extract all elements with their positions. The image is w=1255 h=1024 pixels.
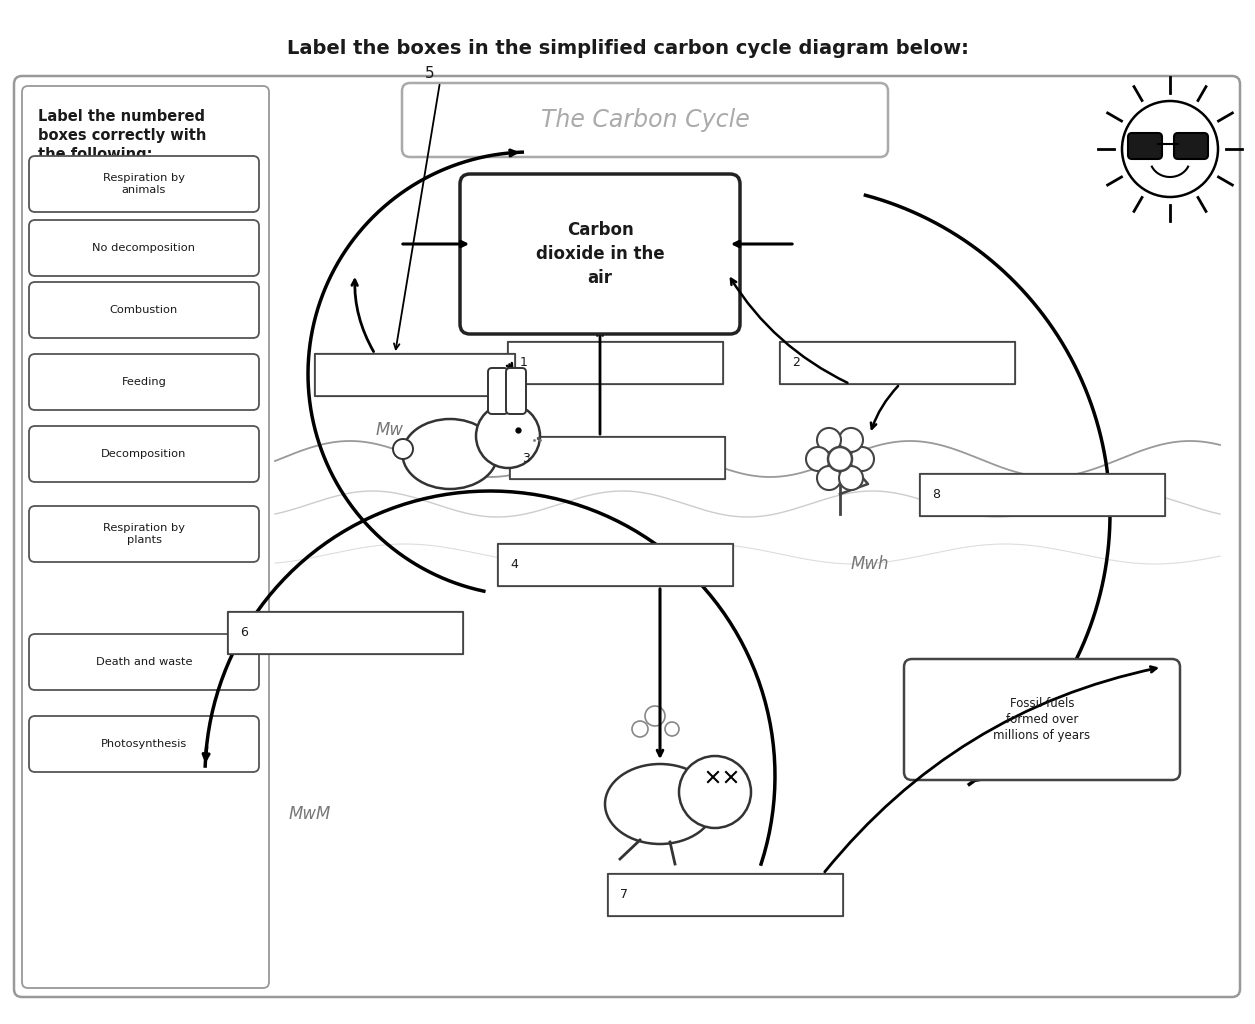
FancyBboxPatch shape (461, 174, 740, 334)
Text: 6: 6 (240, 627, 248, 640)
Text: Feeding: Feeding (122, 377, 167, 387)
Text: Label the boxes in the simplified carbon cycle diagram below:: Label the boxes in the simplified carbon… (287, 39, 969, 58)
FancyBboxPatch shape (1128, 133, 1162, 159)
Circle shape (840, 428, 863, 452)
FancyBboxPatch shape (29, 354, 259, 410)
Text: Death and waste: Death and waste (95, 657, 192, 667)
Circle shape (633, 721, 648, 737)
FancyBboxPatch shape (498, 544, 733, 586)
FancyBboxPatch shape (315, 354, 515, 396)
FancyBboxPatch shape (607, 873, 843, 916)
Circle shape (850, 447, 873, 471)
Text: Mwh: Mwh (851, 555, 890, 573)
Text: Carbon
dioxide in the
air: Carbon dioxide in the air (536, 221, 664, 287)
FancyBboxPatch shape (29, 220, 259, 276)
FancyBboxPatch shape (14, 76, 1240, 997)
FancyBboxPatch shape (23, 86, 269, 988)
FancyBboxPatch shape (904, 659, 1180, 780)
Text: Label the numbered
boxes correctly with
the following:: Label the numbered boxes correctly with … (38, 109, 206, 163)
Text: Photosynthesis: Photosynthesis (100, 739, 187, 749)
Text: 5: 5 (425, 67, 434, 82)
Ellipse shape (403, 419, 497, 489)
Circle shape (840, 466, 863, 490)
FancyBboxPatch shape (29, 634, 259, 690)
Circle shape (817, 466, 841, 490)
Text: 7: 7 (620, 889, 628, 901)
Circle shape (817, 428, 841, 452)
Text: 8: 8 (932, 488, 940, 502)
Circle shape (645, 706, 665, 726)
Circle shape (828, 447, 852, 471)
Text: 3: 3 (522, 452, 530, 465)
FancyBboxPatch shape (29, 282, 259, 338)
FancyBboxPatch shape (920, 474, 1165, 516)
FancyBboxPatch shape (510, 437, 725, 479)
FancyBboxPatch shape (29, 426, 259, 482)
Text: The Carbon Cycle: The Carbon Cycle (541, 108, 749, 132)
Text: Combustion: Combustion (110, 305, 178, 315)
Text: Decomposition: Decomposition (102, 449, 187, 459)
Circle shape (679, 756, 750, 828)
Text: 4: 4 (510, 558, 518, 571)
Text: No decomposition: No decomposition (93, 243, 196, 253)
FancyBboxPatch shape (506, 368, 526, 414)
Circle shape (393, 439, 413, 459)
Text: Mw: Mw (376, 421, 404, 439)
Circle shape (665, 722, 679, 736)
Text: MwM: MwM (289, 805, 331, 823)
FancyBboxPatch shape (29, 716, 259, 772)
Circle shape (1122, 101, 1219, 197)
Text: 2: 2 (792, 356, 799, 370)
FancyBboxPatch shape (402, 83, 889, 157)
Circle shape (476, 404, 540, 468)
Text: Fossil fuels
formed over
millions of years: Fossil fuels formed over millions of yea… (994, 697, 1091, 742)
Text: Respiration by
plants: Respiration by plants (103, 523, 184, 545)
FancyBboxPatch shape (1173, 133, 1209, 159)
FancyBboxPatch shape (29, 156, 259, 212)
Text: Respiration by
animals: Respiration by animals (103, 173, 184, 195)
FancyBboxPatch shape (508, 342, 723, 384)
Circle shape (806, 447, 830, 471)
Ellipse shape (605, 764, 715, 844)
FancyBboxPatch shape (779, 342, 1015, 384)
FancyBboxPatch shape (29, 506, 259, 562)
FancyBboxPatch shape (228, 612, 463, 654)
FancyBboxPatch shape (488, 368, 508, 414)
Text: 1: 1 (520, 356, 528, 370)
